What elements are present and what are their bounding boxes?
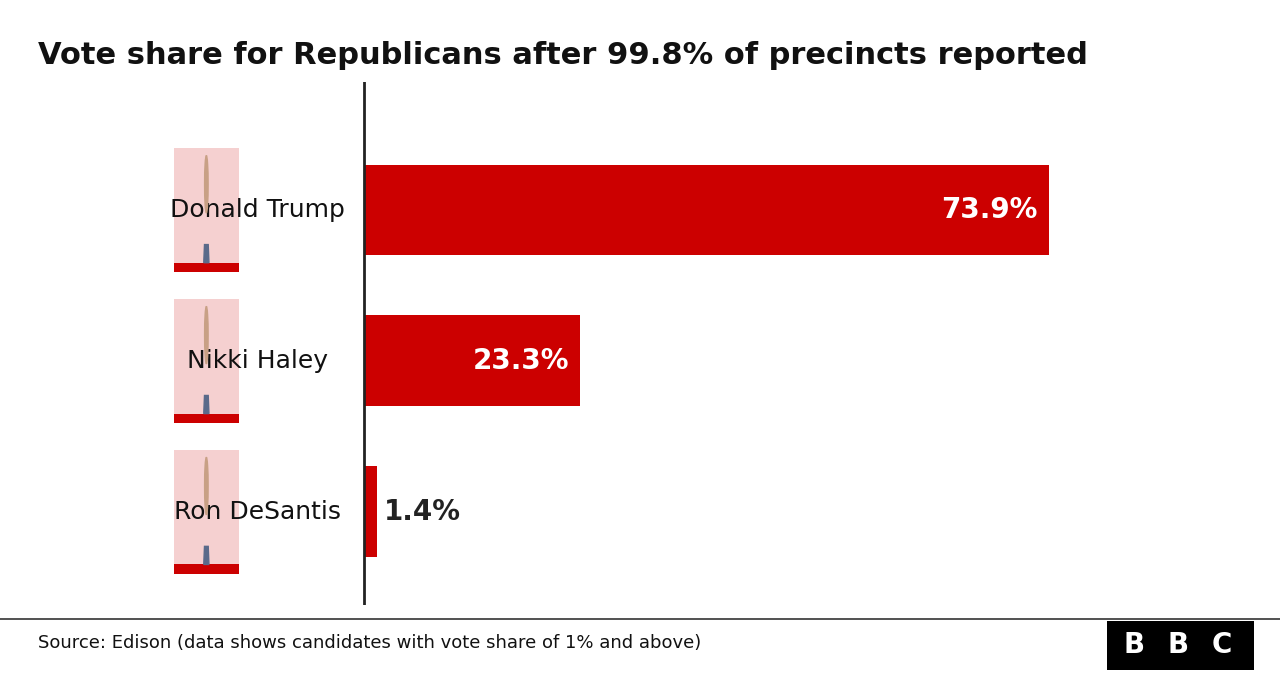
Text: 1.4%: 1.4% [384, 498, 461, 526]
Text: Donald Trump: Donald Trump [170, 198, 344, 222]
Bar [174, 449, 239, 573]
Polygon shape [204, 396, 209, 413]
Bar [174, 564, 239, 573]
Text: C: C [1212, 631, 1233, 660]
Circle shape [205, 458, 209, 515]
Polygon shape [204, 245, 209, 262]
Text: Vote share for Republicans after 99.8% of precincts reported: Vote share for Republicans after 99.8% o… [38, 41, 1088, 70]
Bar [364, 165, 1050, 255]
Bar [174, 299, 239, 422]
Polygon shape [204, 546, 209, 564]
Bar [364, 316, 580, 406]
Bar [364, 466, 376, 557]
Circle shape [205, 156, 209, 213]
Bar [174, 148, 239, 272]
Text: B: B [1123, 631, 1144, 660]
Text: B: B [1167, 631, 1188, 660]
Text: 73.9%: 73.9% [942, 196, 1038, 224]
Bar [174, 413, 239, 422]
Text: Ron DeSantis: Ron DeSantis [174, 500, 340, 524]
Circle shape [205, 307, 209, 364]
Text: 23.3%: 23.3% [472, 347, 568, 375]
Text: Nikki Haley: Nikki Haley [187, 349, 328, 373]
Bar [174, 262, 239, 272]
Text: Source: Edison (data shows candidates with vote share of 1% and above): Source: Edison (data shows candidates wi… [38, 634, 701, 651]
